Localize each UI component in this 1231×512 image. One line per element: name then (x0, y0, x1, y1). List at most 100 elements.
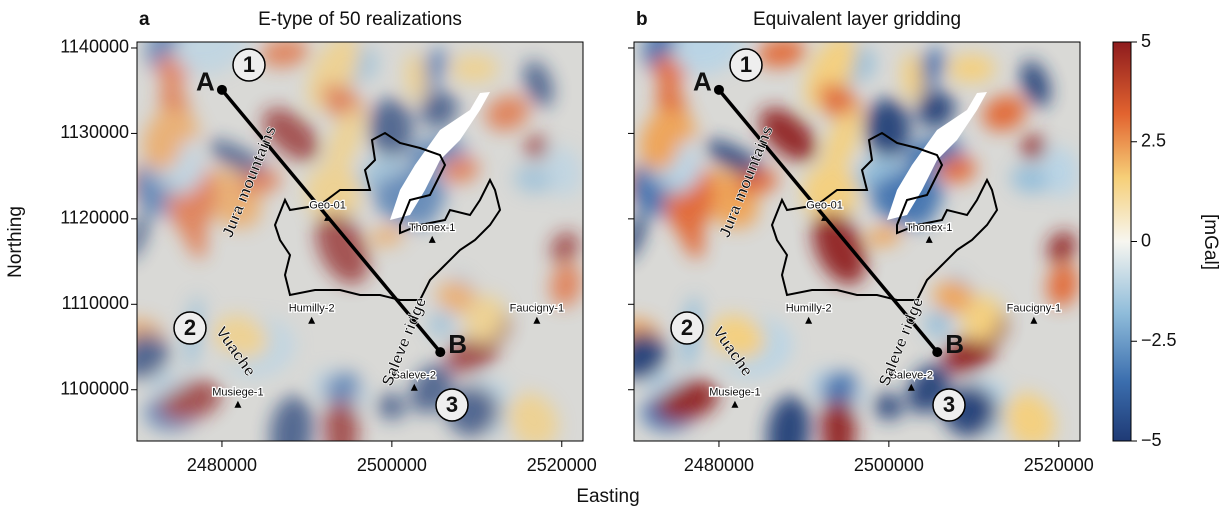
anomaly (866, 226, 901, 246)
marker-label: 1 (740, 52, 752, 77)
anomaly (441, 156, 480, 183)
anomaly (428, 310, 454, 338)
anomaly (766, 395, 811, 441)
profile-start (713, 84, 724, 95)
y-tick-label: 1110000 (62, 293, 129, 313)
well (821, 213, 829, 221)
well (324, 213, 332, 221)
colorbar-tick-label: −2.5 (1141, 330, 1177, 350)
well (533, 316, 541, 324)
x-tick-label: 2520000 (1024, 455, 1094, 475)
anomaly (982, 95, 1027, 131)
marker-circle (232, 48, 266, 82)
x-axis-label: Easting (576, 486, 639, 507)
anomaly (170, 157, 204, 189)
anomaly (925, 310, 951, 338)
anomaly (672, 42, 745, 75)
anomaly (938, 156, 977, 183)
anomaly (757, 42, 806, 68)
anomaly (1047, 263, 1079, 307)
anomaly (1021, 135, 1046, 160)
x-tick-label: 2520000 (527, 455, 597, 475)
well (308, 316, 316, 324)
anomaly (175, 42, 248, 75)
well (234, 400, 242, 408)
x-tick-label: 2480000 (187, 455, 257, 475)
well (907, 383, 915, 391)
x-tick-label: 2500000 (854, 455, 924, 475)
anomaly (507, 393, 558, 441)
panel-letter: b (636, 9, 648, 30)
well-label: Geo-01 (309, 200, 346, 212)
anomaly (326, 108, 363, 176)
anomaly (804, 42, 857, 110)
well-label: Geo-01 (806, 200, 843, 212)
profile-start-label: A (196, 67, 215, 97)
well-label: Faucigny-1 (1007, 303, 1061, 315)
well-label: Faucigny-1 (510, 303, 564, 315)
marker-label: 3 (943, 392, 955, 417)
y-tick-label: 1120000 (60, 208, 129, 228)
anomaly (823, 108, 860, 176)
anomaly (159, 380, 222, 422)
well (731, 400, 739, 408)
anomaly (466, 295, 504, 343)
y-axis-label: Northing (5, 206, 26, 278)
anomaly (710, 315, 766, 360)
anomaly (262, 107, 320, 162)
well (428, 235, 436, 243)
anomaly (550, 263, 582, 307)
marker-label: 1 (243, 52, 255, 77)
well-label: Thonex-1 (409, 222, 455, 234)
colorbar-label: [mGal] (1200, 214, 1221, 270)
marker-circle (729, 48, 763, 82)
anomaly (419, 90, 459, 128)
anomaly (901, 52, 923, 101)
anomaly (369, 226, 404, 246)
colorbar-tick-label: −5 (1141, 430, 1162, 450)
well-label: Musiege-1 (709, 387, 760, 399)
anomaly (1004, 393, 1055, 441)
well (925, 235, 933, 243)
anomaly (142, 117, 183, 172)
panel-title: E-type of 50 realizations (258, 9, 462, 30)
marker-circle (173, 311, 207, 345)
anomaly (307, 42, 360, 110)
anomaly (213, 315, 269, 360)
anomaly (812, 211, 866, 285)
anomaly (323, 371, 362, 403)
anomaly (523, 60, 554, 107)
axes-frame (633, 41, 1081, 442)
y-tick-label: 1100000 (60, 378, 129, 398)
anomaly (736, 170, 779, 196)
anomaly (656, 380, 719, 422)
anomaly (436, 280, 477, 314)
anomaly (1047, 231, 1077, 263)
anomaly (239, 170, 282, 196)
anomaly (543, 146, 583, 197)
anomaly (873, 393, 903, 420)
anomaly (260, 42, 309, 68)
profile-line (220, 88, 442, 354)
anomaly (947, 54, 996, 83)
anomaly (137, 331, 169, 380)
marker-circle (670, 311, 704, 345)
marker-label: 2 (184, 315, 196, 340)
y-tick-label: 1130000 (60, 122, 129, 142)
anomaly (485, 95, 530, 131)
well-label: Saleve-2 (393, 370, 436, 382)
profile-start (216, 84, 227, 95)
anomaly (1010, 165, 1050, 193)
colorbar-tick-label: 2.5 (1141, 131, 1166, 151)
x-tick-label: 2480000 (684, 455, 754, 475)
anomaly (450, 54, 499, 83)
anomaly (705, 140, 769, 181)
marker-circle (932, 388, 966, 422)
well-label: Thonex-1 (906, 222, 952, 234)
anomaly (404, 52, 426, 101)
profile-line (717, 88, 939, 354)
anomaly (376, 393, 406, 420)
well-label: Musiege-1 (212, 387, 263, 399)
profile-end (435, 347, 446, 358)
